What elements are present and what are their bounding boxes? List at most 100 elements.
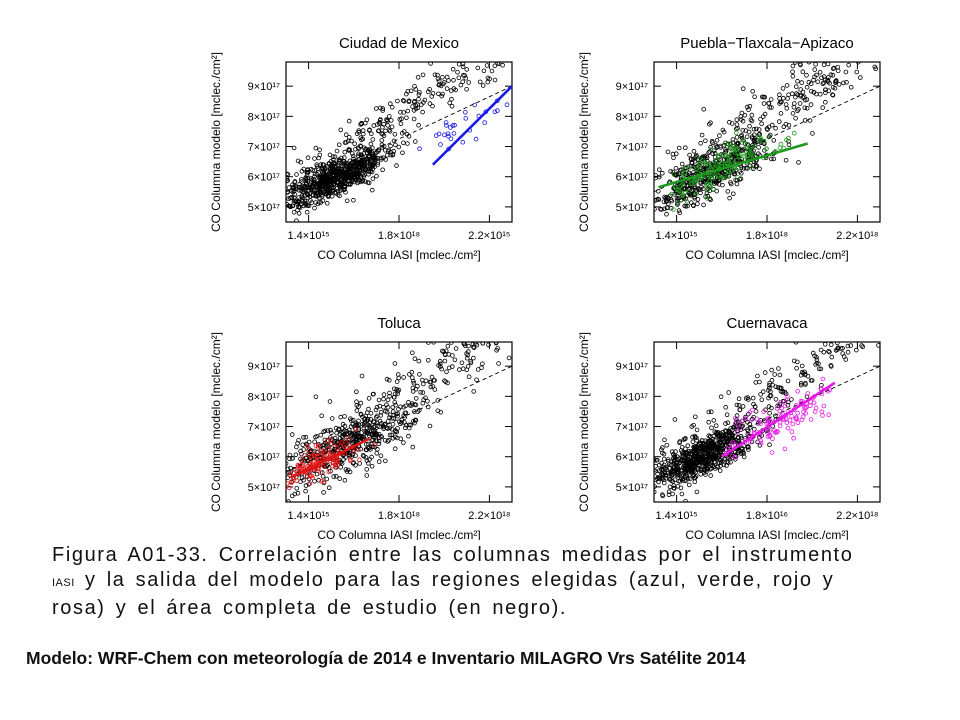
data-point <box>481 68 487 74</box>
data-point <box>659 207 664 212</box>
data-point <box>670 479 676 484</box>
data-point <box>710 463 715 469</box>
data-point <box>708 146 714 152</box>
data-point <box>825 79 831 85</box>
data-point <box>387 415 392 420</box>
data-point <box>351 156 356 162</box>
data-point <box>313 443 319 448</box>
data-point <box>677 472 682 478</box>
data-point <box>354 403 360 408</box>
data-point <box>387 390 392 396</box>
data-point <box>344 160 350 166</box>
data-point <box>347 162 353 168</box>
data-point <box>366 396 372 401</box>
data-point <box>727 195 732 201</box>
data-point <box>319 192 325 197</box>
data-point <box>773 384 779 390</box>
data-point <box>399 130 405 136</box>
data-point <box>428 62 433 66</box>
data-point <box>287 472 293 478</box>
data-point <box>749 112 755 118</box>
data-point <box>687 152 692 158</box>
data-point <box>357 461 363 466</box>
data-point <box>305 458 310 464</box>
data-point <box>767 442 772 448</box>
data-point <box>307 481 313 486</box>
data-point <box>297 463 303 469</box>
data-points <box>286 62 512 222</box>
data-point <box>460 62 466 67</box>
data-point <box>326 444 331 450</box>
data-point <box>286 172 291 177</box>
y-axis-label: CO Columna modelo [mclec./cm²] <box>577 332 591 512</box>
data-point <box>654 173 658 178</box>
data-point <box>790 69 795 75</box>
data-point <box>682 470 688 475</box>
data-point <box>335 439 340 445</box>
data-point <box>338 127 344 133</box>
data-point <box>683 436 688 441</box>
data-point <box>348 416 353 422</box>
data-point <box>372 432 377 437</box>
data-point <box>367 457 372 462</box>
data-point <box>697 454 703 460</box>
data-point <box>693 155 698 160</box>
data-point <box>707 466 713 472</box>
data-point <box>292 198 297 204</box>
data-point <box>682 171 688 176</box>
data-point <box>696 164 702 169</box>
data-point <box>684 473 690 479</box>
data-point <box>378 409 384 415</box>
data-point <box>354 389 359 395</box>
data-point <box>667 484 673 490</box>
y-tick-label: 6×10¹⁷ <box>616 172 648 184</box>
fit-line <box>289 437 371 480</box>
data-point <box>417 146 422 152</box>
data-point <box>391 386 397 392</box>
data-point <box>873 66 878 71</box>
data-point <box>330 463 335 469</box>
data-point <box>727 144 733 149</box>
data-point <box>739 110 745 116</box>
data-point <box>423 378 429 384</box>
data-point <box>446 352 452 357</box>
data-point <box>315 191 321 197</box>
data-point <box>679 454 684 459</box>
data-point <box>654 458 659 463</box>
data-point <box>440 348 445 354</box>
data-point <box>313 193 319 198</box>
data-point <box>307 184 313 190</box>
data-point <box>812 409 818 414</box>
data-point <box>401 440 406 445</box>
data-point <box>721 129 727 135</box>
data-point <box>352 174 358 180</box>
data-point <box>464 87 469 92</box>
data-point <box>800 89 806 95</box>
data-point <box>305 443 310 449</box>
data-point <box>777 372 783 378</box>
data-point <box>334 148 340 154</box>
data-point <box>334 445 340 450</box>
data-point <box>752 136 758 142</box>
data-point <box>305 155 311 161</box>
data-point <box>741 152 746 157</box>
data-point <box>495 108 500 113</box>
y-tick-label: 7×10¹⁷ <box>248 422 280 434</box>
data-point <box>720 151 726 157</box>
data-point <box>286 189 290 195</box>
data-point <box>670 169 676 175</box>
data-point <box>366 180 372 186</box>
data-point <box>726 390 731 395</box>
y-tick-label: 6×10¹⁷ <box>248 452 280 464</box>
data-point <box>311 450 317 456</box>
x-tick-label: 2.2×10¹⁸ <box>836 510 878 522</box>
data-point <box>349 138 354 144</box>
data-point <box>725 446 730 452</box>
data-point <box>841 354 847 359</box>
data-point <box>800 69 806 74</box>
data-point <box>356 447 361 453</box>
data-point <box>314 471 320 477</box>
data-point <box>671 483 677 488</box>
data-point <box>304 209 310 215</box>
data-point <box>436 131 442 137</box>
